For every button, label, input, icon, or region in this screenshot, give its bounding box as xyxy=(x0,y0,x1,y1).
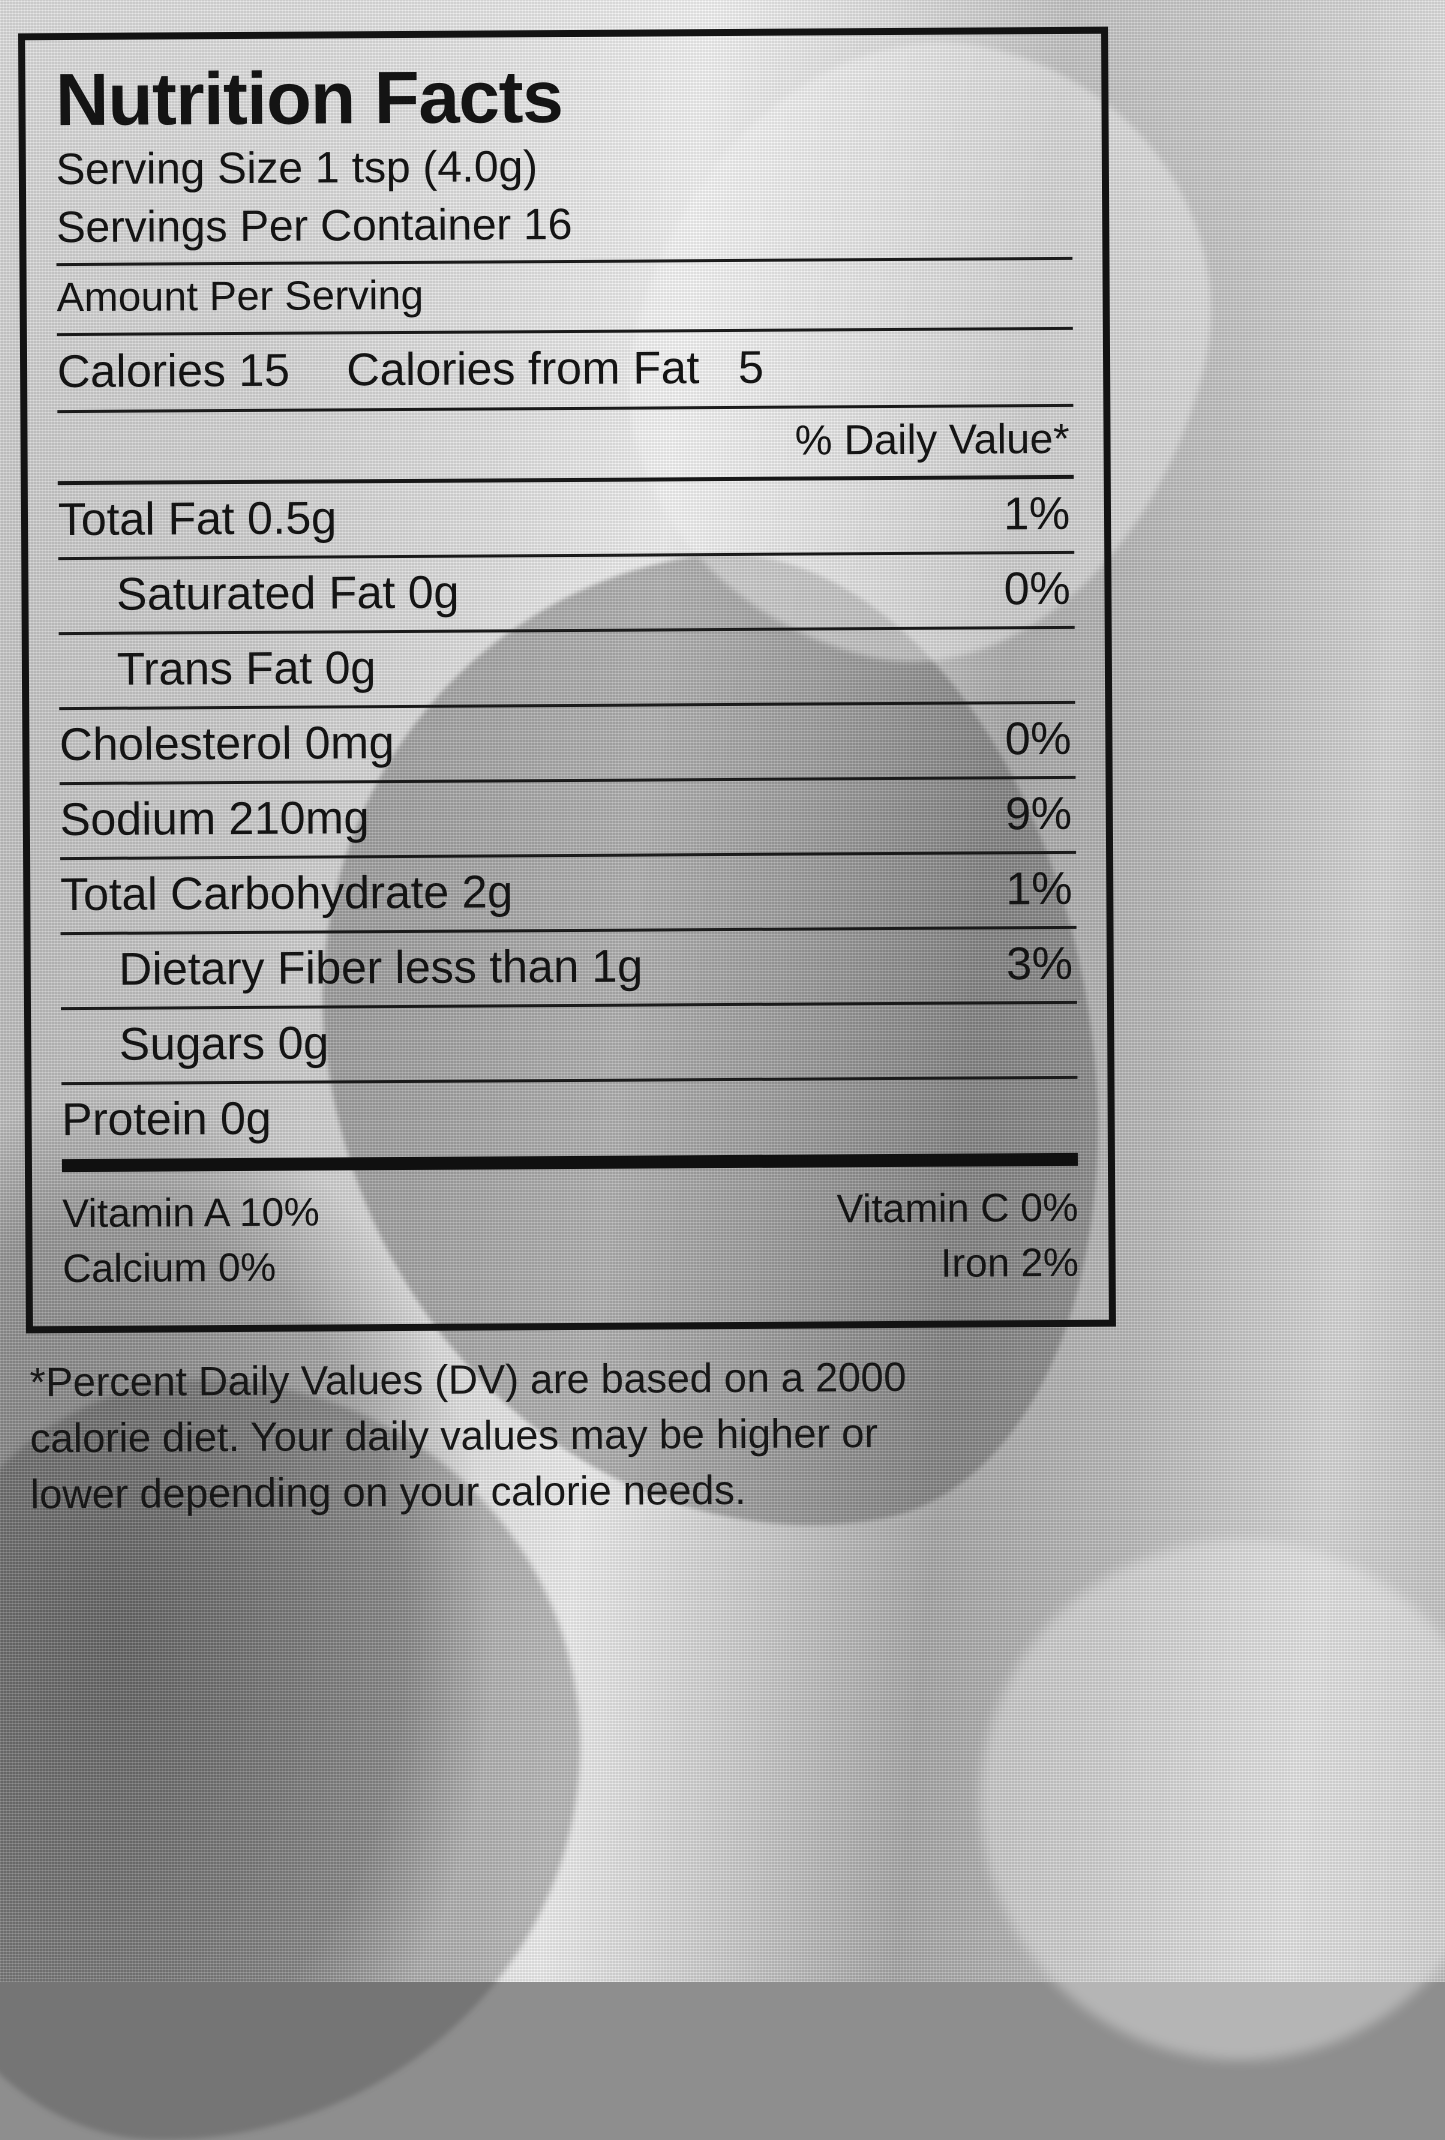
nutrient-label: Trans Fat 0g xyxy=(59,640,376,696)
servings-per-container-text: Servings Per Container 16 xyxy=(56,193,1072,257)
vitamin-c-value: Vitamin C 0% xyxy=(837,1186,1079,1232)
highlight-blob-bottom-right xyxy=(980,1540,1445,2060)
nutrient-label: Total Carbohydrate 2g xyxy=(60,864,513,921)
vitamin-row: Calcium 0% Iron 2% xyxy=(62,1237,1078,1298)
daily-value-header: % Daily Value* xyxy=(57,407,1073,475)
calories-from-fat-label: Calories from Fat xyxy=(346,341,699,395)
nutrient-label: Cholesterol 0mg xyxy=(59,715,394,771)
divider-before-vitamins xyxy=(62,1153,1078,1172)
calories-value: 15 xyxy=(238,344,289,396)
table-row: Dietary Fiber less than 1g 3% xyxy=(61,929,1077,1001)
footnote-line-1: *Percent Daily Values (DV) are based on … xyxy=(29,1349,1099,1411)
nutrient-dv: 1% xyxy=(1006,861,1077,915)
footnote-line-2: calorie diet. Your daily values may be h… xyxy=(30,1404,1100,1466)
nutrient-dv: 0% xyxy=(1005,711,1076,765)
table-row: Sugars 0g xyxy=(61,1004,1077,1076)
calories-label: Calories xyxy=(57,344,226,397)
table-row: Protein 0g xyxy=(61,1079,1077,1151)
vitamins-section: Vitamin A 10% Vitamin C 0% Calcium 0% Ir… xyxy=(62,1172,1079,1302)
nutrient-dv: 3% xyxy=(1006,936,1077,990)
daily-value-footnote: *Percent Daily Values (DV) are based on … xyxy=(29,1349,1100,1523)
table-row: Total Carbohydrate 2g 1% xyxy=(60,854,1076,926)
nutrient-label: Protein 0g xyxy=(62,1091,272,1146)
table-row: Saturated Fat 0g 0% xyxy=(58,554,1074,626)
table-row: Trans Fat 0g xyxy=(59,629,1075,701)
nutrient-label: Total Fat 0.5g xyxy=(58,491,337,547)
table-row: Cholesterol 0mg 0% xyxy=(59,704,1075,776)
vitamin-row: Vitamin A 10% Vitamin C 0% xyxy=(62,1182,1078,1243)
nutrient-label: Sugars 0g xyxy=(61,1016,329,1072)
iron-value: Iron 2% xyxy=(941,1241,1079,1287)
table-row: Total Fat 0.5g 1% xyxy=(58,479,1074,551)
table-row: Sodium 210mg 9% xyxy=(60,779,1076,851)
amount-per-serving-label: Amount Per Serving xyxy=(56,260,1072,327)
nutrient-dv: 0% xyxy=(1004,561,1075,615)
nutrient-label: Dietary Fiber less than 1g xyxy=(61,939,643,997)
calories-from-fat-value: 5 xyxy=(738,341,764,393)
nutrient-label: Sodium 210mg xyxy=(60,790,370,846)
nutrition-facts-panel: Nutrition Facts Serving Size 1 tsp (4.0g… xyxy=(18,27,1116,1334)
nutrient-dv: 9% xyxy=(1005,786,1076,840)
calories-row: Calories 15 Calories from Fat 5 xyxy=(57,330,1073,404)
serving-size-text: Serving Size 1 tsp (4.0g) xyxy=(56,135,1072,199)
page-title: Nutrition Facts xyxy=(55,56,1071,139)
footnote-line-3: lower depending on your calorie needs. xyxy=(30,1460,1100,1522)
calcium-value: Calcium 0% xyxy=(62,1246,276,1292)
vitamin-a-value: Vitamin A 10% xyxy=(62,1191,319,1238)
nutrient-label: Saturated Fat 0g xyxy=(58,565,459,621)
nutrient-dv: 1% xyxy=(1003,486,1074,540)
